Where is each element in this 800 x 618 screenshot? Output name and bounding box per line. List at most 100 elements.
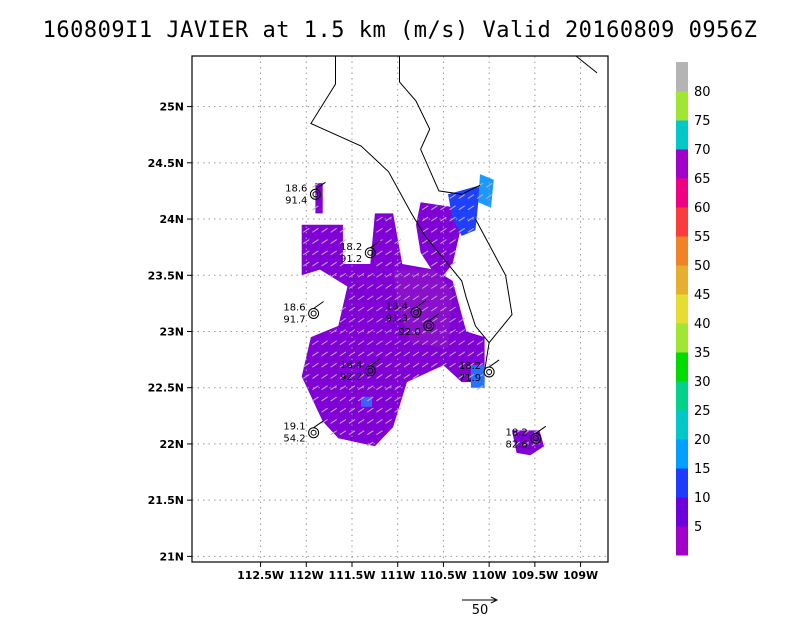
wind-arrow-260 (467, 194, 475, 199)
wind-arrow-182 (412, 284, 420, 289)
wind-arrow-175 (412, 362, 420, 368)
wind-arrow-246 (458, 340, 465, 346)
wind-arrow-248 (458, 317, 465, 323)
wind-arrow-4 (303, 239, 310, 244)
wind-arrow-102 (367, 340, 374, 346)
wind-arrow-96 (367, 407, 374, 413)
coastline (310, 56, 598, 371)
wind-arrow-80 (357, 407, 365, 413)
station-pressure-label: 91.7 (283, 314, 305, 325)
colorbar-swatch-16 (676, 62, 688, 92)
wind-arrow-198 (431, 362, 438, 368)
wind-arrow-225 (440, 227, 447, 233)
wind-arrow-59 (339, 261, 347, 267)
x-tick-label-6: 109.5W (511, 569, 558, 582)
wind-arrow-271 (513, 430, 520, 436)
colorbar-label-6: 35 (694, 346, 711, 361)
station-barb (428, 313, 440, 322)
wind-arrow-61 (339, 239, 347, 244)
wind-arrow-200 (431, 340, 438, 346)
wind-arrow-137 (385, 329, 392, 334)
wind-arrow-90 (357, 295, 365, 301)
wind-arrow-131 (385, 396, 392, 402)
wind-arrow-15 (312, 227, 319, 233)
wind-arrow-237 (449, 250, 456, 256)
station-barb (415, 299, 427, 308)
y-tick-label-0: 21N (159, 550, 184, 563)
wind-arrow-32 (330, 419, 337, 424)
station-speed-label: 18.6 (283, 302, 305, 313)
wind-arrow-184 (421, 362, 429, 368)
station-pressure-label: 92.0 (399, 327, 421, 338)
station-speed-label: 18.2 (506, 427, 528, 438)
colorbar-label-10: 55 (694, 230, 711, 245)
wind-arrow-29 (321, 239, 328, 244)
wind-arrow-88 (357, 317, 365, 323)
colorbar-swatch-9 (676, 265, 688, 295)
wind-arrow-239 (449, 227, 456, 233)
wind-arrow-141 (385, 284, 392, 289)
y-tick-label-1: 21.5N (148, 494, 184, 507)
wind-arrow-7 (312, 385, 319, 391)
wind-arrow-48 (339, 407, 347, 413)
wind-arrow-52 (339, 362, 347, 368)
colorbar-label-8: 45 (694, 288, 711, 303)
wind-region-6 (478, 174, 494, 208)
colorbar-swatch-12 (676, 178, 688, 208)
wind-arrow-135 (385, 351, 392, 357)
wind-arrow-261 (476, 385, 484, 391)
wind-arrow-162 (394, 250, 401, 256)
wind-arrow-177 (412, 340, 420, 346)
wind-arrows (303, 182, 539, 447)
wind-arrow-203 (431, 306, 438, 312)
station-inner-circle (532, 435, 539, 442)
wind-arrow-76 (348, 284, 356, 289)
wind-arrow-9 (312, 362, 319, 368)
station-speed-label: 18.2 (340, 242, 362, 253)
colorbar-label-11: 60 (694, 201, 711, 216)
wind-arrow-130 (385, 407, 392, 413)
colorbar-label-13: 70 (694, 143, 711, 158)
wind-arrow-274 (531, 441, 539, 447)
station-8: 18.282.6 (506, 425, 547, 450)
station-6: 18.271.9 (459, 359, 500, 384)
wind-arrow-81 (357, 396, 365, 402)
x-tick-label-1: 112W (289, 569, 324, 582)
station-barb (535, 425, 547, 434)
wind-arrow-35 (330, 385, 337, 391)
colorbar-label-1: 10 (694, 491, 711, 506)
wind-arrow-18 (312, 182, 319, 188)
station-inner-circle (413, 309, 419, 316)
station-1: 18.291.2 (340, 240, 381, 265)
wind-arrow-5 (303, 227, 310, 233)
station-pressure-label: 92.2 (340, 372, 362, 383)
wind-arrow-235 (449, 284, 456, 289)
wind-arrow-242 (449, 194, 456, 199)
station-inner-circle (312, 191, 319, 198)
wind-arrow-116 (376, 351, 383, 357)
colorbar-swatch-0 (676, 526, 688, 556)
wind-arrow-51 (339, 374, 347, 379)
y-tick-label-8: 25N (159, 101, 184, 114)
wind-arrow-47 (339, 419, 347, 424)
y-tick-label-5: 23.5N (148, 269, 184, 282)
station-pressure-label: 91.4 (285, 195, 307, 206)
wind-arrow-94 (367, 430, 374, 436)
wind-arrow-83 (357, 374, 365, 379)
wind-arrow-119 (376, 317, 383, 323)
wind-arrow-147 (385, 216, 392, 222)
wind-arrow-54 (339, 340, 347, 346)
wind-arrow-189 (421, 306, 429, 312)
wind-arrow-210 (431, 227, 438, 233)
wind-arrow-140 (385, 295, 392, 301)
coastline-segment-0 (310, 56, 490, 371)
wind-arrow-188 (421, 317, 429, 323)
station-inner-circle (310, 429, 317, 436)
wind-arrow-8 (312, 374, 319, 379)
station-speed-label: 19.1 (283, 422, 305, 433)
wind-arrow-63 (348, 430, 356, 436)
y-tick-label-7: 24.5N (148, 157, 184, 170)
wind-arrow-159 (394, 284, 401, 289)
wind-arrow-11 (312, 340, 319, 346)
wind-arrow-158 (394, 295, 401, 301)
